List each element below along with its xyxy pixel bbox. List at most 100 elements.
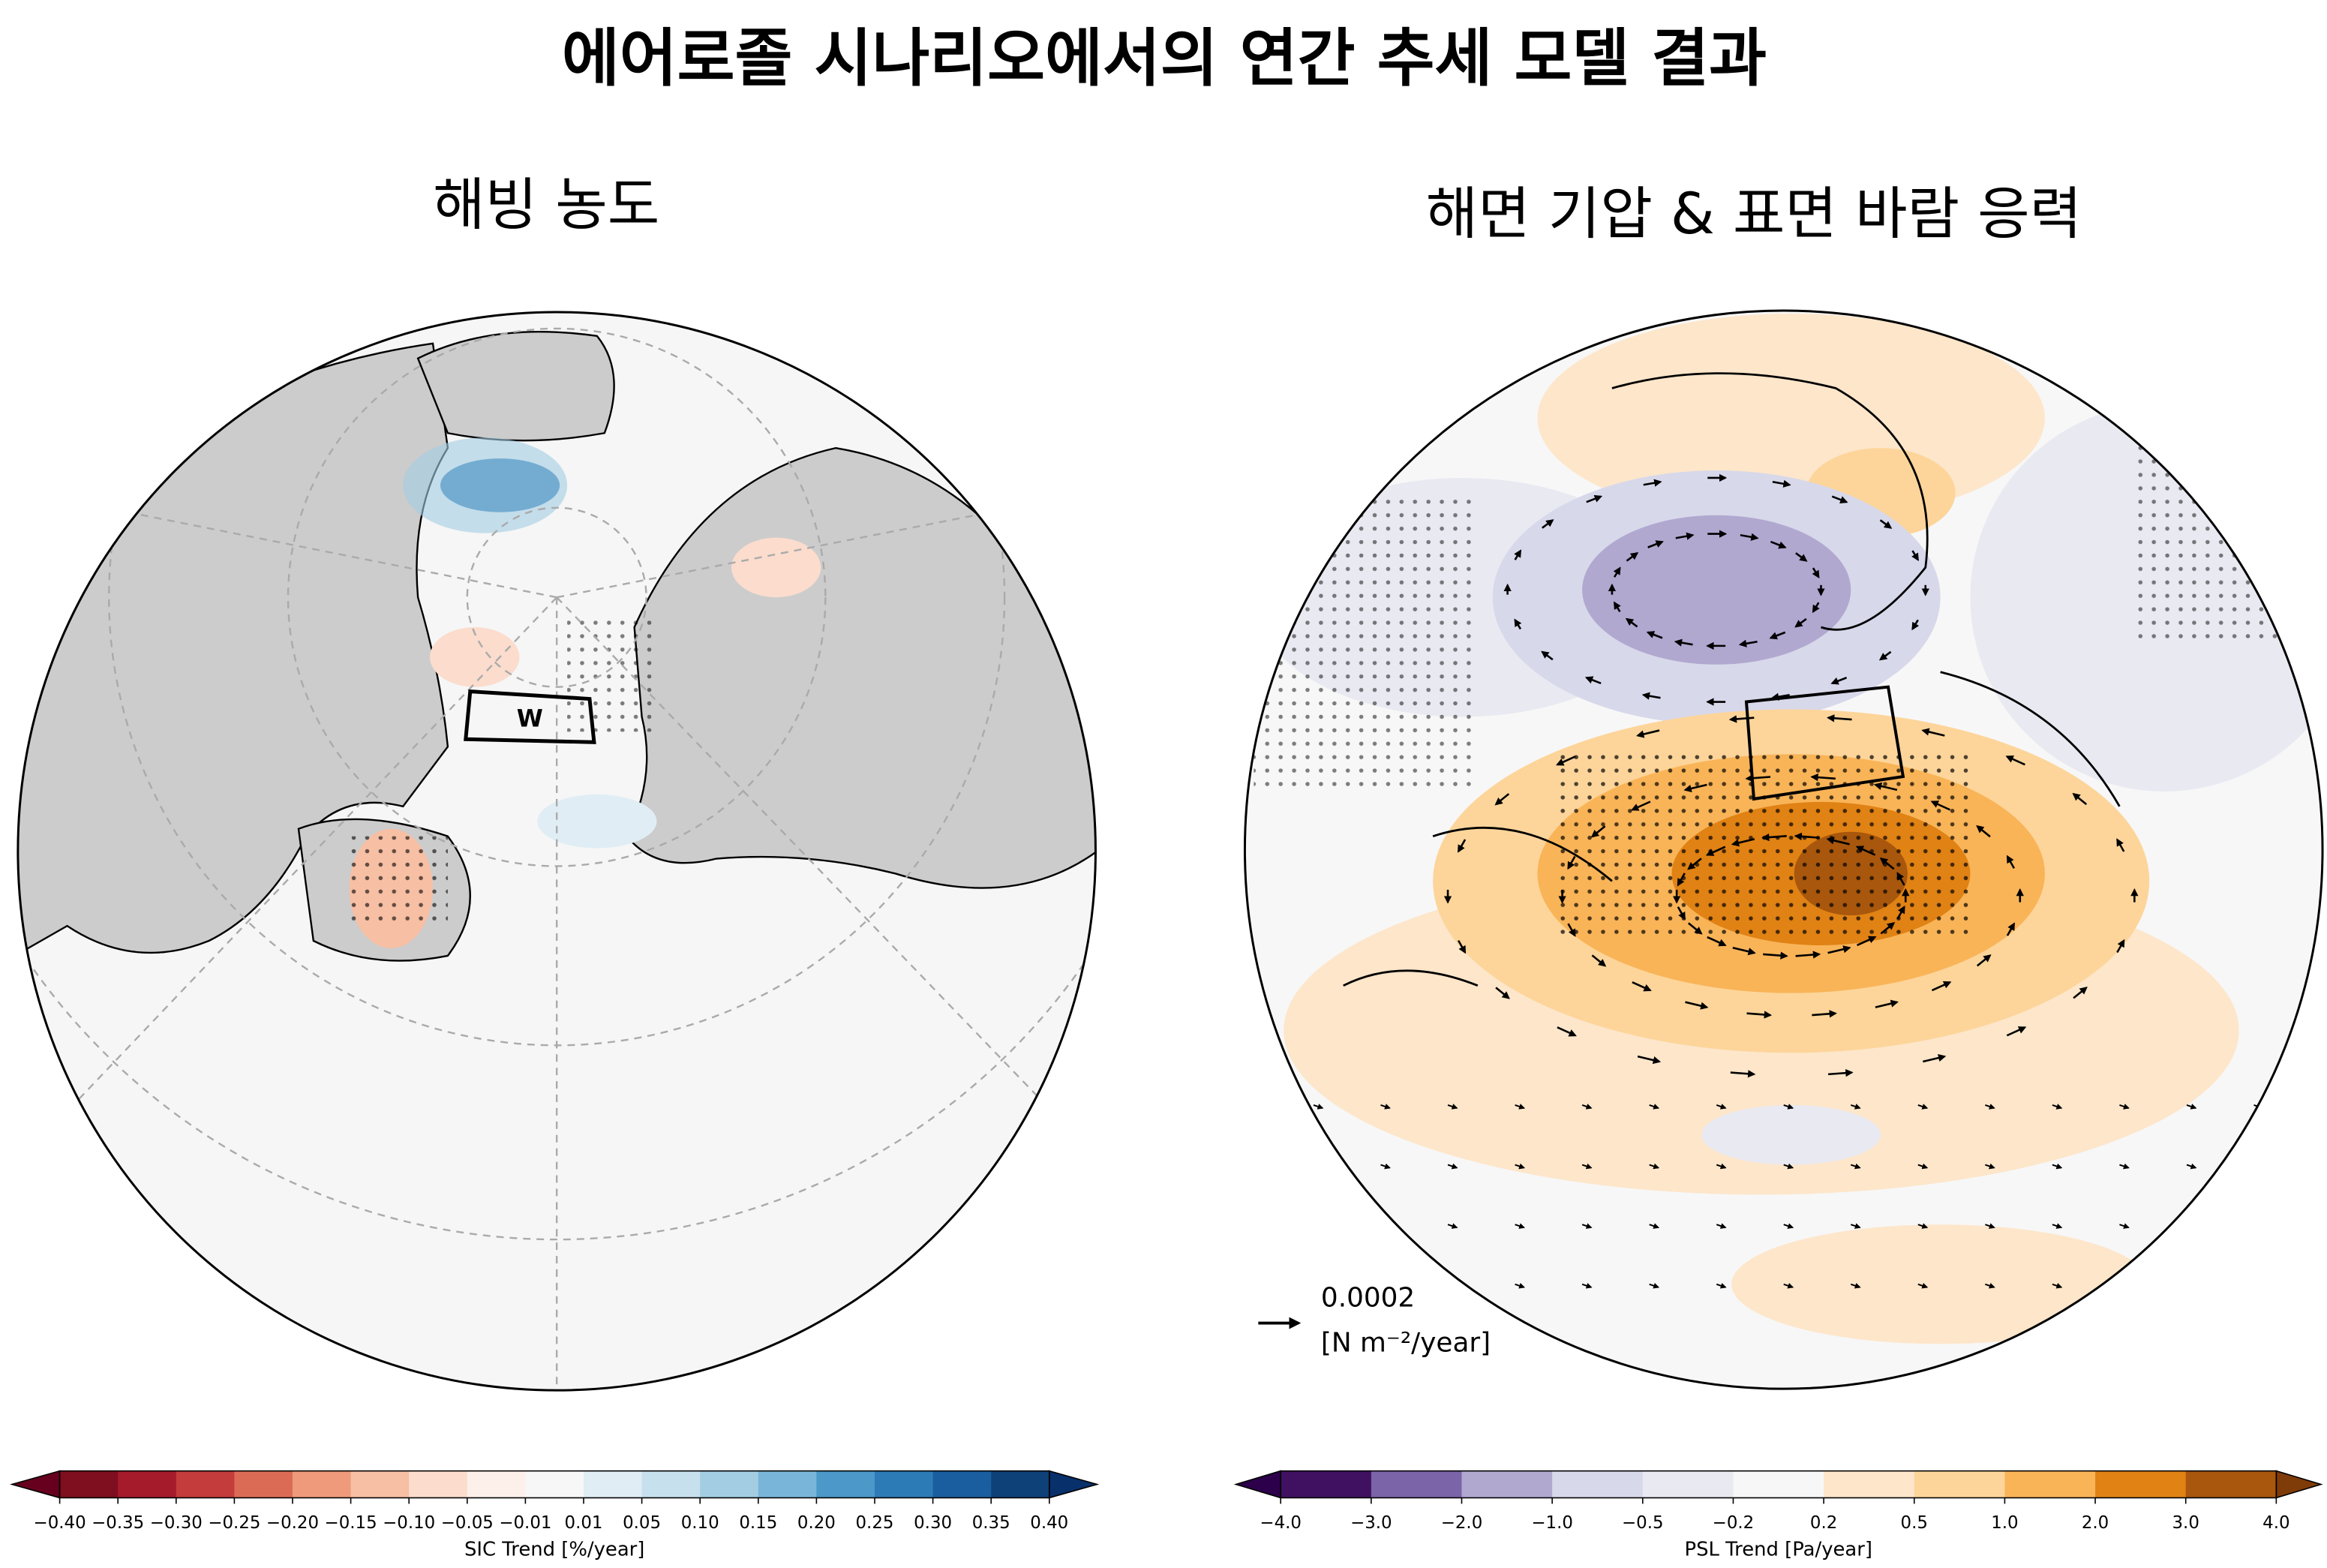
colorbar-extend [1233,1470,1281,1499]
colorbar-segment [816,1470,875,1498]
colorbar-segment [409,1470,468,1498]
wind-arrow [1567,855,1576,870]
colorbar-tick-label: −0.40 [34,1513,86,1533]
wind-arrow [1976,825,1991,838]
wind-arrow [1917,1223,1929,1229]
wind-arrow [1730,1070,1756,1078]
wind-arrow [1447,1223,1458,1229]
wind-arrow [1732,946,1756,956]
wind-arrow [1685,1001,1709,1010]
wind-arrow [1649,1163,1660,1170]
colorbar-tick-label: −2.0 [1441,1513,1483,1533]
colorbar-tick-label: −3.0 [1350,1513,1392,1533]
wind-arrow [1514,549,1522,560]
wind-arrow [2006,855,2016,870]
colorbar-segment [1642,1470,1734,1498]
wind-arrow [1826,837,1850,846]
wind-arrow [1380,1104,1391,1110]
trend-patch [731,537,821,598]
wind-arrow [1761,833,1787,842]
wind-arrow [2006,922,2016,936]
wind-arrow [1772,479,1791,488]
wind-arrow [2186,1104,2197,1110]
colorbar-segment [874,1470,934,1498]
colorbar-segment [176,1470,235,1498]
stippling [1552,746,1971,941]
wind-arrow [1494,793,1510,806]
wind-arrow [1827,1068,1854,1077]
wind-arrow [1646,631,1663,639]
colorbar-label: PSL Trend [Pa/year] [1685,1539,1872,1561]
wind-arrow [1783,1282,1794,1289]
wind-arrow [1873,782,1898,792]
wind-arrow [1769,631,1786,640]
wind-arrow [1556,755,1576,766]
wind-arrow [2116,939,2125,954]
wind-arrow [2119,1163,2130,1170]
wind-arrow [1911,550,1919,561]
wind-arrow [2072,792,2088,806]
wind-arrow [2186,1163,2197,1170]
colorbar-tick-label: 0.01 [565,1513,603,1533]
colorbar-tick-label: 0.15 [739,1513,777,1533]
wind-arrow [1795,951,1821,959]
wind-arrow [1716,1282,1727,1289]
colorbar-tick-label: 0.05 [623,1513,661,1533]
colorbar-segment [525,1470,584,1498]
sea-ice-map: W [17,312,1096,1391]
trend-patch [1582,515,1851,665]
wind-arrow [1880,922,1896,935]
wind-arrow [2253,1282,2264,1289]
colorbar-segment [1461,1470,1553,1498]
colorbar-tick-label: 1.0 [1991,1513,2018,1533]
wind-arrow [2052,1223,2063,1229]
wind-arrow [1683,783,1707,793]
colorbar-segment [932,1470,992,1498]
region-box [464,689,596,744]
colorbar-tick-label: −0.35 [92,1513,144,1533]
colorbar-extend [9,1470,61,1499]
wind-arrow [1643,479,1662,487]
colorbar-tick-label: −0.05 [441,1513,494,1533]
wind-arrow [1647,540,1664,548]
wind-arrow [1731,838,1755,847]
wind-arrow [1878,650,1892,661]
wind-arrow [1447,1104,1458,1110]
globe-outline [17,311,1097,1392]
wind-arrow [1763,951,1788,960]
wind-arrow [2052,1163,2063,1170]
colorbar-tick-label: 4.0 [2262,1513,2289,1533]
wind-arrow [2073,987,2088,999]
colorbar-segment [700,1470,759,1498]
wind-arrow [1447,1163,1458,1170]
stippling [2134,343,2314,642]
colorbar-segment [1371,1470,1463,1498]
colorbar-extend [1048,1470,1100,1499]
wind-arrow [1850,1223,1861,1229]
wind-arrow [1632,981,1652,992]
colorbar-segment [350,1470,410,1498]
wind-arrow [1850,1163,1861,1170]
wind-arrow [1542,519,1554,529]
colorbar-segment [991,1470,1050,1498]
colorbar: −4.0 −3.0 −2.0 −1.0 −0.5 −0.2 0.2 0.5 1.0 2.0 3.0 4… [1233,1470,2323,1561]
wind-arrow [1586,494,1603,503]
wind-arrow [1687,922,1703,935]
wind-arrow [1613,601,1621,613]
colorbar-segment [1914,1470,2005,1498]
wind-arrow [1795,552,1808,562]
wind-arrow [1687,858,1702,870]
colorbar-segment [2095,1470,2187,1498]
trend-patch [1731,1224,2150,1344]
wind-arrow [1826,714,1852,722]
wind-arrow [1590,825,1606,838]
wind-arrow [1630,801,1651,811]
wind-arrow [1985,1104,1995,1110]
wind-arrow [1514,618,1522,630]
wind-arrow [1783,1104,1794,1110]
stippling [567,612,657,732]
wind-arrow [1567,923,1576,937]
wind-arrow [2052,1104,2063,1110]
wind-arrow [2186,1282,2197,1289]
wind-arrow [1705,846,1726,856]
